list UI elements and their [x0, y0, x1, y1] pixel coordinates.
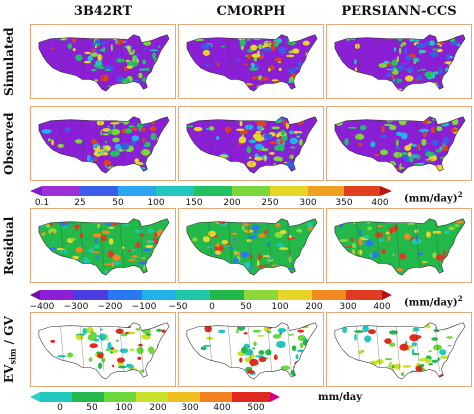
colorbar-1-tick: 100	[147, 198, 165, 208]
colorbar-3-tick: 100	[115, 403, 133, 413]
colorbar-2-tick: −50	[168, 302, 188, 312]
map-panel-observed-3b42rt	[30, 106, 176, 181]
colorbar-1-tick: 300	[299, 198, 317, 208]
colorbar-1-ticks: 0.1 25 50 100 150 200 250 300 350 400	[30, 198, 392, 209]
colorbar-2-unit: (mm/day)2	[404, 294, 462, 308]
colorbar-1-tick: 150	[185, 198, 203, 208]
colorbar-ev	[30, 392, 280, 402]
ev-subscript: sim	[7, 348, 18, 365]
map-panel-residual-persiann-ccs	[326, 208, 472, 283]
colorbar-3-unit: mm/day	[318, 392, 363, 403]
colorbar-1-tick: 0.1	[34, 198, 50, 208]
colorbar-1-tick: 200	[223, 198, 241, 208]
colorbar-1-tick: 25	[74, 198, 86, 208]
map-panel-simulated-3b42rt	[30, 24, 176, 99]
colorbar-2-tick: −300	[63, 302, 89, 312]
map-panel-ev-persiann-ccs	[326, 312, 472, 387]
colorbar-1-tick: 250	[261, 198, 279, 208]
colorbar-3-tick: 300	[181, 403, 199, 413]
colorbar-residual	[30, 290, 392, 300]
colorbar-3-ticks: 0 50 100 200 300 400 500	[30, 403, 280, 414]
row-label-residual: Residual	[2, 216, 16, 276]
colorbar-2-tick: 100	[271, 302, 289, 312]
row-label-simulated: Simulated	[2, 27, 16, 97]
map-panel-observed-cmorph	[178, 106, 324, 181]
colorbar-1-tick: 50	[112, 198, 124, 208]
colorbar-1-tick: 350	[335, 198, 353, 208]
column-title-persiann-ccs: PERSIANN-CCS	[341, 4, 457, 19]
colorbar-3-tick: 0	[57, 403, 63, 413]
colorbar-1-unit-text: (mm/day)	[404, 193, 458, 205]
map-panel-ev-cmorph	[178, 312, 324, 387]
colorbar-precip-variance	[30, 186, 392, 196]
colorbar-2-tick: 300	[339, 302, 357, 312]
column-title-cmorph: CMORPH	[216, 4, 286, 19]
colorbar-3-tick: 500	[247, 403, 265, 413]
map-panel-simulated-cmorph	[178, 24, 324, 99]
colorbar-3-tick: 50	[86, 403, 98, 413]
colorbar-2-tick: −100	[131, 302, 157, 312]
colorbar-2-unit-text: (mm/day)	[404, 297, 458, 309]
colorbar-2-ticks: −400 −300 −200 −100 −50 0 50 100 200 300…	[30, 302, 392, 313]
map-panel-observed-persiann-ccs	[326, 106, 472, 181]
colorbar-3-tick: 400	[213, 403, 231, 413]
colorbar-3-tick: 200	[149, 403, 167, 413]
row-label-ev-sim-gv: EVsim / GV	[2, 312, 20, 388]
map-panel-ev-3b42rt	[30, 312, 176, 387]
colorbar-2-tick: 200	[305, 302, 323, 312]
colorbar-1-tick: 400	[371, 198, 389, 208]
map-panel-simulated-persiann-ccs	[326, 24, 472, 99]
colorbar-2-tick: 0	[209, 302, 215, 312]
map-panel-residual-3b42rt	[30, 208, 176, 283]
colorbar-2-tick: −400	[29, 302, 55, 312]
ev-suffix: / GV	[2, 316, 16, 349]
row-label-observed: Observed	[2, 112, 16, 176]
column-title-3b42rt: 3B42RT	[73, 4, 133, 19]
colorbar-2-unit-sup: 2	[457, 294, 463, 303]
map-panel-residual-cmorph	[178, 208, 324, 283]
colorbar-1-unit: (mm/day)2	[404, 190, 462, 204]
colorbar-2-tick: 50	[240, 302, 252, 312]
ev-prefix: EV	[2, 364, 16, 384]
colorbar-2-tick: 400	[373, 302, 391, 312]
colorbar-2-tick: −200	[97, 302, 123, 312]
colorbar-1-unit-sup: 2	[457, 190, 463, 199]
